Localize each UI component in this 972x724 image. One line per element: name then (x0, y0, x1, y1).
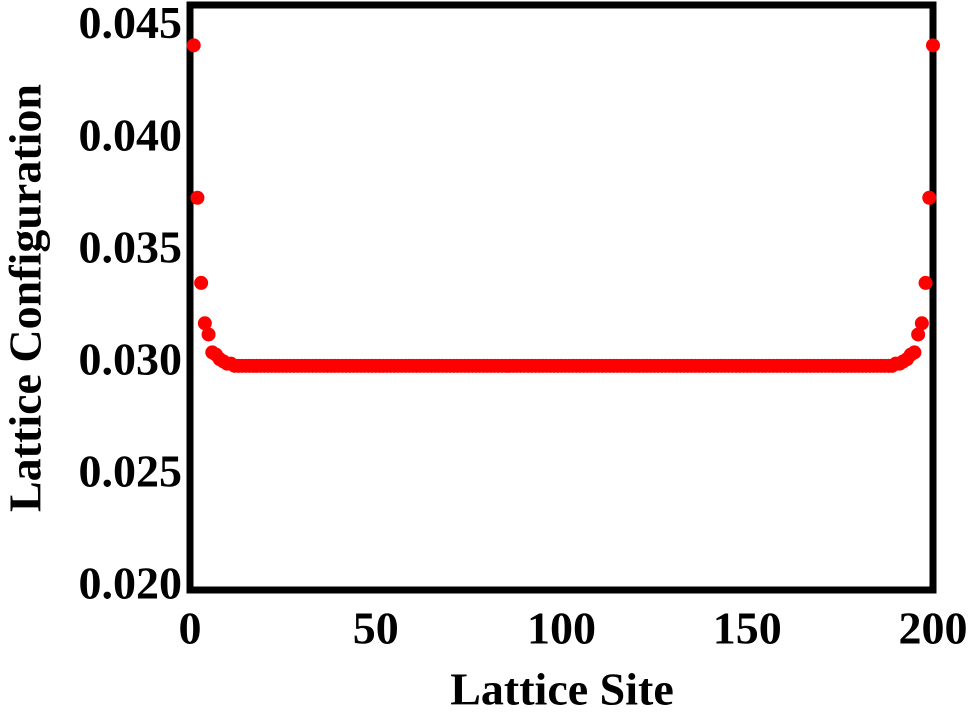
y-tick-label: 0.030 (79, 333, 183, 384)
y-axis-title: Lattice Configuration (0, 84, 51, 512)
y-tick-label: 0.040 (79, 109, 183, 160)
data-point (926, 38, 940, 53)
data-point (197, 316, 212, 331)
x-axis-title: Lattice Site (450, 664, 674, 715)
data-point (918, 275, 933, 290)
data-point (186, 38, 201, 53)
data-point (190, 190, 205, 205)
x-tick-label: 150 (713, 603, 782, 654)
data-point (194, 275, 209, 290)
y-tick-label: 0.035 (79, 221, 183, 272)
data-point (911, 327, 926, 342)
data-point (201, 327, 216, 342)
y-tick-label: 0.025 (79, 445, 183, 496)
x-tick-label: 200 (899, 603, 968, 654)
y-tick-label: 0.045 (79, 0, 183, 48)
plot-frame (186, 1, 937, 594)
x-tick-label: 0 (179, 603, 202, 654)
data-point (907, 345, 922, 360)
x-tick-label: 50 (353, 603, 399, 654)
y-tick-label: 0.020 (79, 558, 183, 609)
data-point (922, 190, 937, 205)
data-point (914, 316, 929, 331)
x-tick-label: 100 (527, 603, 596, 654)
